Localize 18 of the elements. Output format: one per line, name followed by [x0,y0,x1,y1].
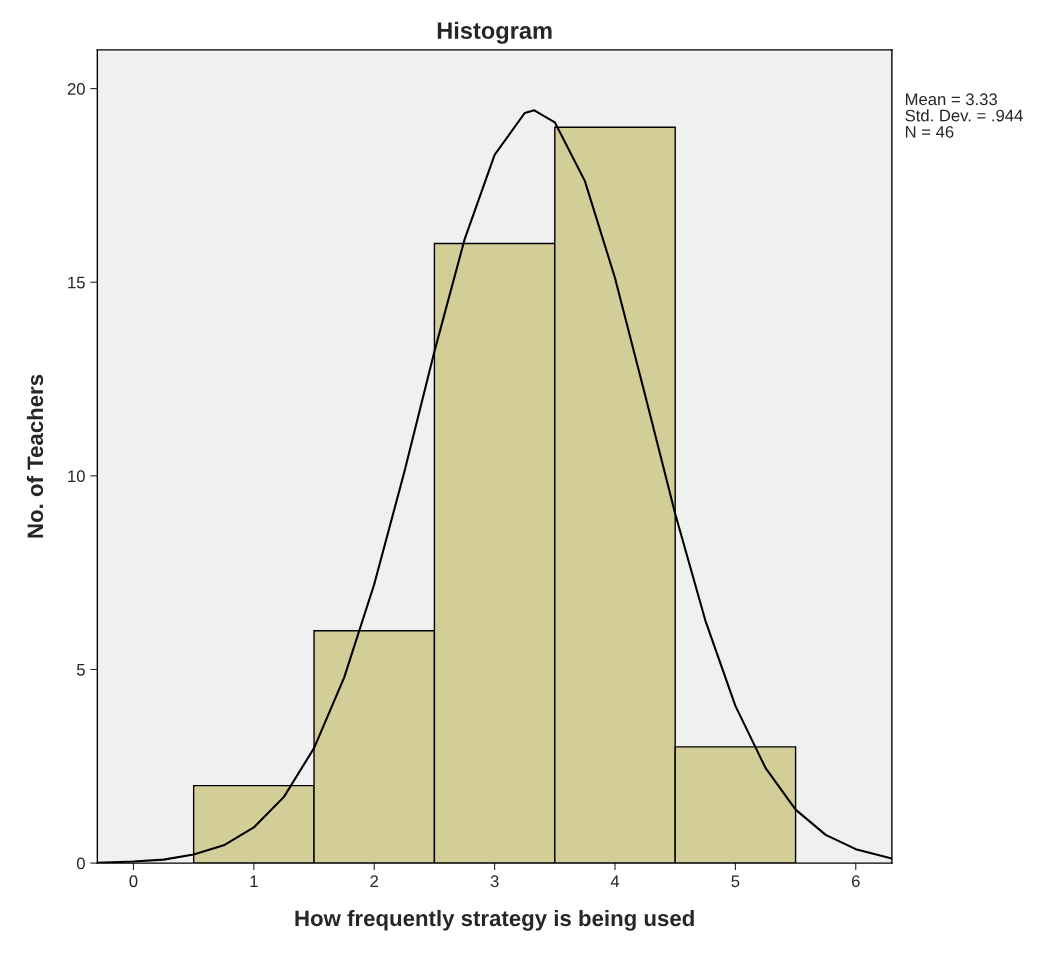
x-tick-label: 5 [731,875,740,888]
x-tick-label: 3 [490,875,499,888]
y-tick-label: 0 [76,857,85,870]
x-tick-label: 2 [370,875,379,887]
chart-title: Histogram [437,21,552,44]
x-tick-label: 4 [610,875,620,887]
y-tick-label: 20 [67,82,85,95]
y-axis-title: No. of Teachers [26,374,44,538]
y-tick-label: 10 [68,470,85,483]
x-tick-label: 1 [250,875,258,887]
text: N = 46 [905,125,954,138]
x-tick-label: 0 [129,875,138,888]
x-tick-label: 6 [851,875,860,888]
x-axis-title: How frequently strategy is being used [295,909,694,931]
text: Std. Dev. = .944 [905,109,1023,122]
y-tick-label: 15 [68,276,85,289]
text: Mean = 3.33 [905,93,997,106]
y-tick-label: 5 [76,664,85,676]
